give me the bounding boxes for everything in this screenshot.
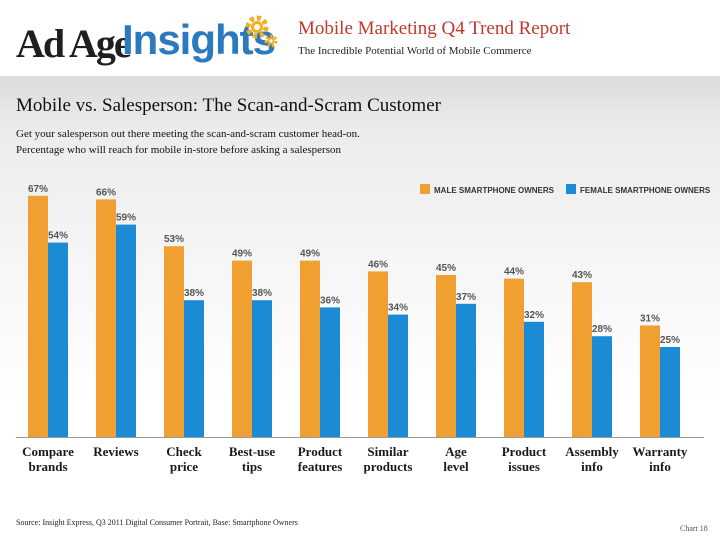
bar-male-7	[504, 278, 524, 437]
value-label-male-2: 53%	[164, 234, 184, 245]
gear-icon-large	[245, 15, 269, 39]
bar-female-0	[48, 242, 68, 437]
category-label-8: Assembly	[565, 444, 619, 459]
bar-male-0	[28, 195, 48, 437]
value-label-male-3: 49%	[232, 249, 252, 260]
bar-female-7	[524, 321, 544, 437]
description-line-1: Get your salesperson out there meeting t…	[16, 128, 360, 140]
bar-female-1	[116, 224, 136, 437]
bar-female-8	[592, 336, 612, 437]
description-line-2: Percentage who will reach for mobile in-…	[16, 144, 341, 156]
report-subtitle: The Incredible Potential World of Mobile…	[298, 45, 532, 57]
slide-title: Mobile vs. Salesperson: The Scan-and-Scr…	[16, 95, 441, 116]
bar-male-9	[640, 325, 660, 437]
category-label-5-line2: products	[364, 459, 413, 474]
logo-adage: Ad Age	[16, 21, 132, 66]
value-label-female-3: 38%	[252, 288, 272, 299]
value-label-male-5: 46%	[368, 259, 388, 270]
category-label-1: Reviews	[93, 444, 139, 459]
legend-swatch-female	[566, 184, 576, 194]
value-label-female-6: 37%	[456, 292, 476, 303]
bar-male-6	[436, 275, 456, 437]
bar-male-1	[96, 199, 116, 437]
slide-description: Get your salesperson out there meeting t…	[16, 126, 360, 158]
value-label-female-9: 25%	[660, 335, 680, 346]
value-label-female-4: 36%	[320, 295, 340, 306]
value-label-female-8: 28%	[592, 324, 612, 335]
value-label-female-2: 38%	[184, 288, 204, 299]
category-label-8-line2: info	[581, 459, 603, 474]
bar-female-4	[320, 307, 340, 437]
bar-female-3	[252, 300, 272, 437]
bar-female-2	[184, 300, 204, 437]
report-title: Mobile Marketing Q4 Trend Report	[298, 18, 571, 39]
bar-female-5	[388, 314, 408, 437]
category-label-9: Warranty	[633, 444, 688, 459]
category-label-9-line2: info	[649, 459, 671, 474]
source-note: Source: Insight Express, Q3 2011 Digital…	[16, 518, 298, 527]
bar-male-4	[300, 260, 320, 437]
value-label-female-1: 59%	[116, 213, 136, 224]
category-label-3-line2: tips	[242, 459, 262, 474]
bar-male-8	[572, 282, 592, 437]
legend-label-male: MALE SMARTPHONE OWNERS	[434, 186, 555, 195]
value-label-female-5: 34%	[388, 303, 408, 314]
category-label-5: Similar	[367, 444, 408, 459]
value-label-male-9: 31%	[640, 313, 660, 324]
bar-female-6	[456, 303, 476, 437]
category-label-6-line2: level	[443, 459, 469, 474]
category-label-4: Product	[298, 444, 343, 459]
category-label-7-line2: issues	[508, 459, 540, 474]
value-label-male-7: 44%	[504, 267, 524, 278]
bar-male-5	[368, 271, 388, 437]
header: Ad Age Insights Mobile Marketing Q4 Tren…	[0, 0, 720, 76]
value-label-male-4: 49%	[300, 249, 320, 260]
value-label-male-6: 45%	[436, 263, 456, 274]
legend-swatch-male	[420, 184, 430, 194]
category-label-0-line2: brands	[28, 459, 67, 474]
category-label-4-line2: features	[298, 459, 343, 474]
value-label-male-1: 66%	[96, 187, 116, 198]
bar-male-2	[164, 246, 184, 437]
category-label-7: Product	[502, 444, 547, 459]
value-label-male-0: 67%	[28, 184, 48, 195]
gear-icon-small	[264, 34, 278, 48]
value-label-female-0: 54%	[48, 231, 68, 242]
chart-number: Chart 18	[680, 524, 708, 533]
category-label-3: Best-use	[229, 444, 275, 459]
category-label-6: Age	[445, 444, 467, 459]
category-label-0: Compare	[22, 444, 74, 459]
logo-insights: Insights	[122, 16, 276, 63]
value-label-male-8: 43%	[572, 270, 592, 281]
category-label-2-line2: price	[170, 459, 198, 474]
value-label-female-7: 32%	[524, 310, 544, 321]
bar-female-9	[660, 347, 680, 437]
category-label-2: Check	[166, 444, 202, 459]
bar-male-3	[232, 260, 252, 437]
legend-label-female: FEMALE SMARTPHONE OWNERS	[580, 186, 711, 195]
